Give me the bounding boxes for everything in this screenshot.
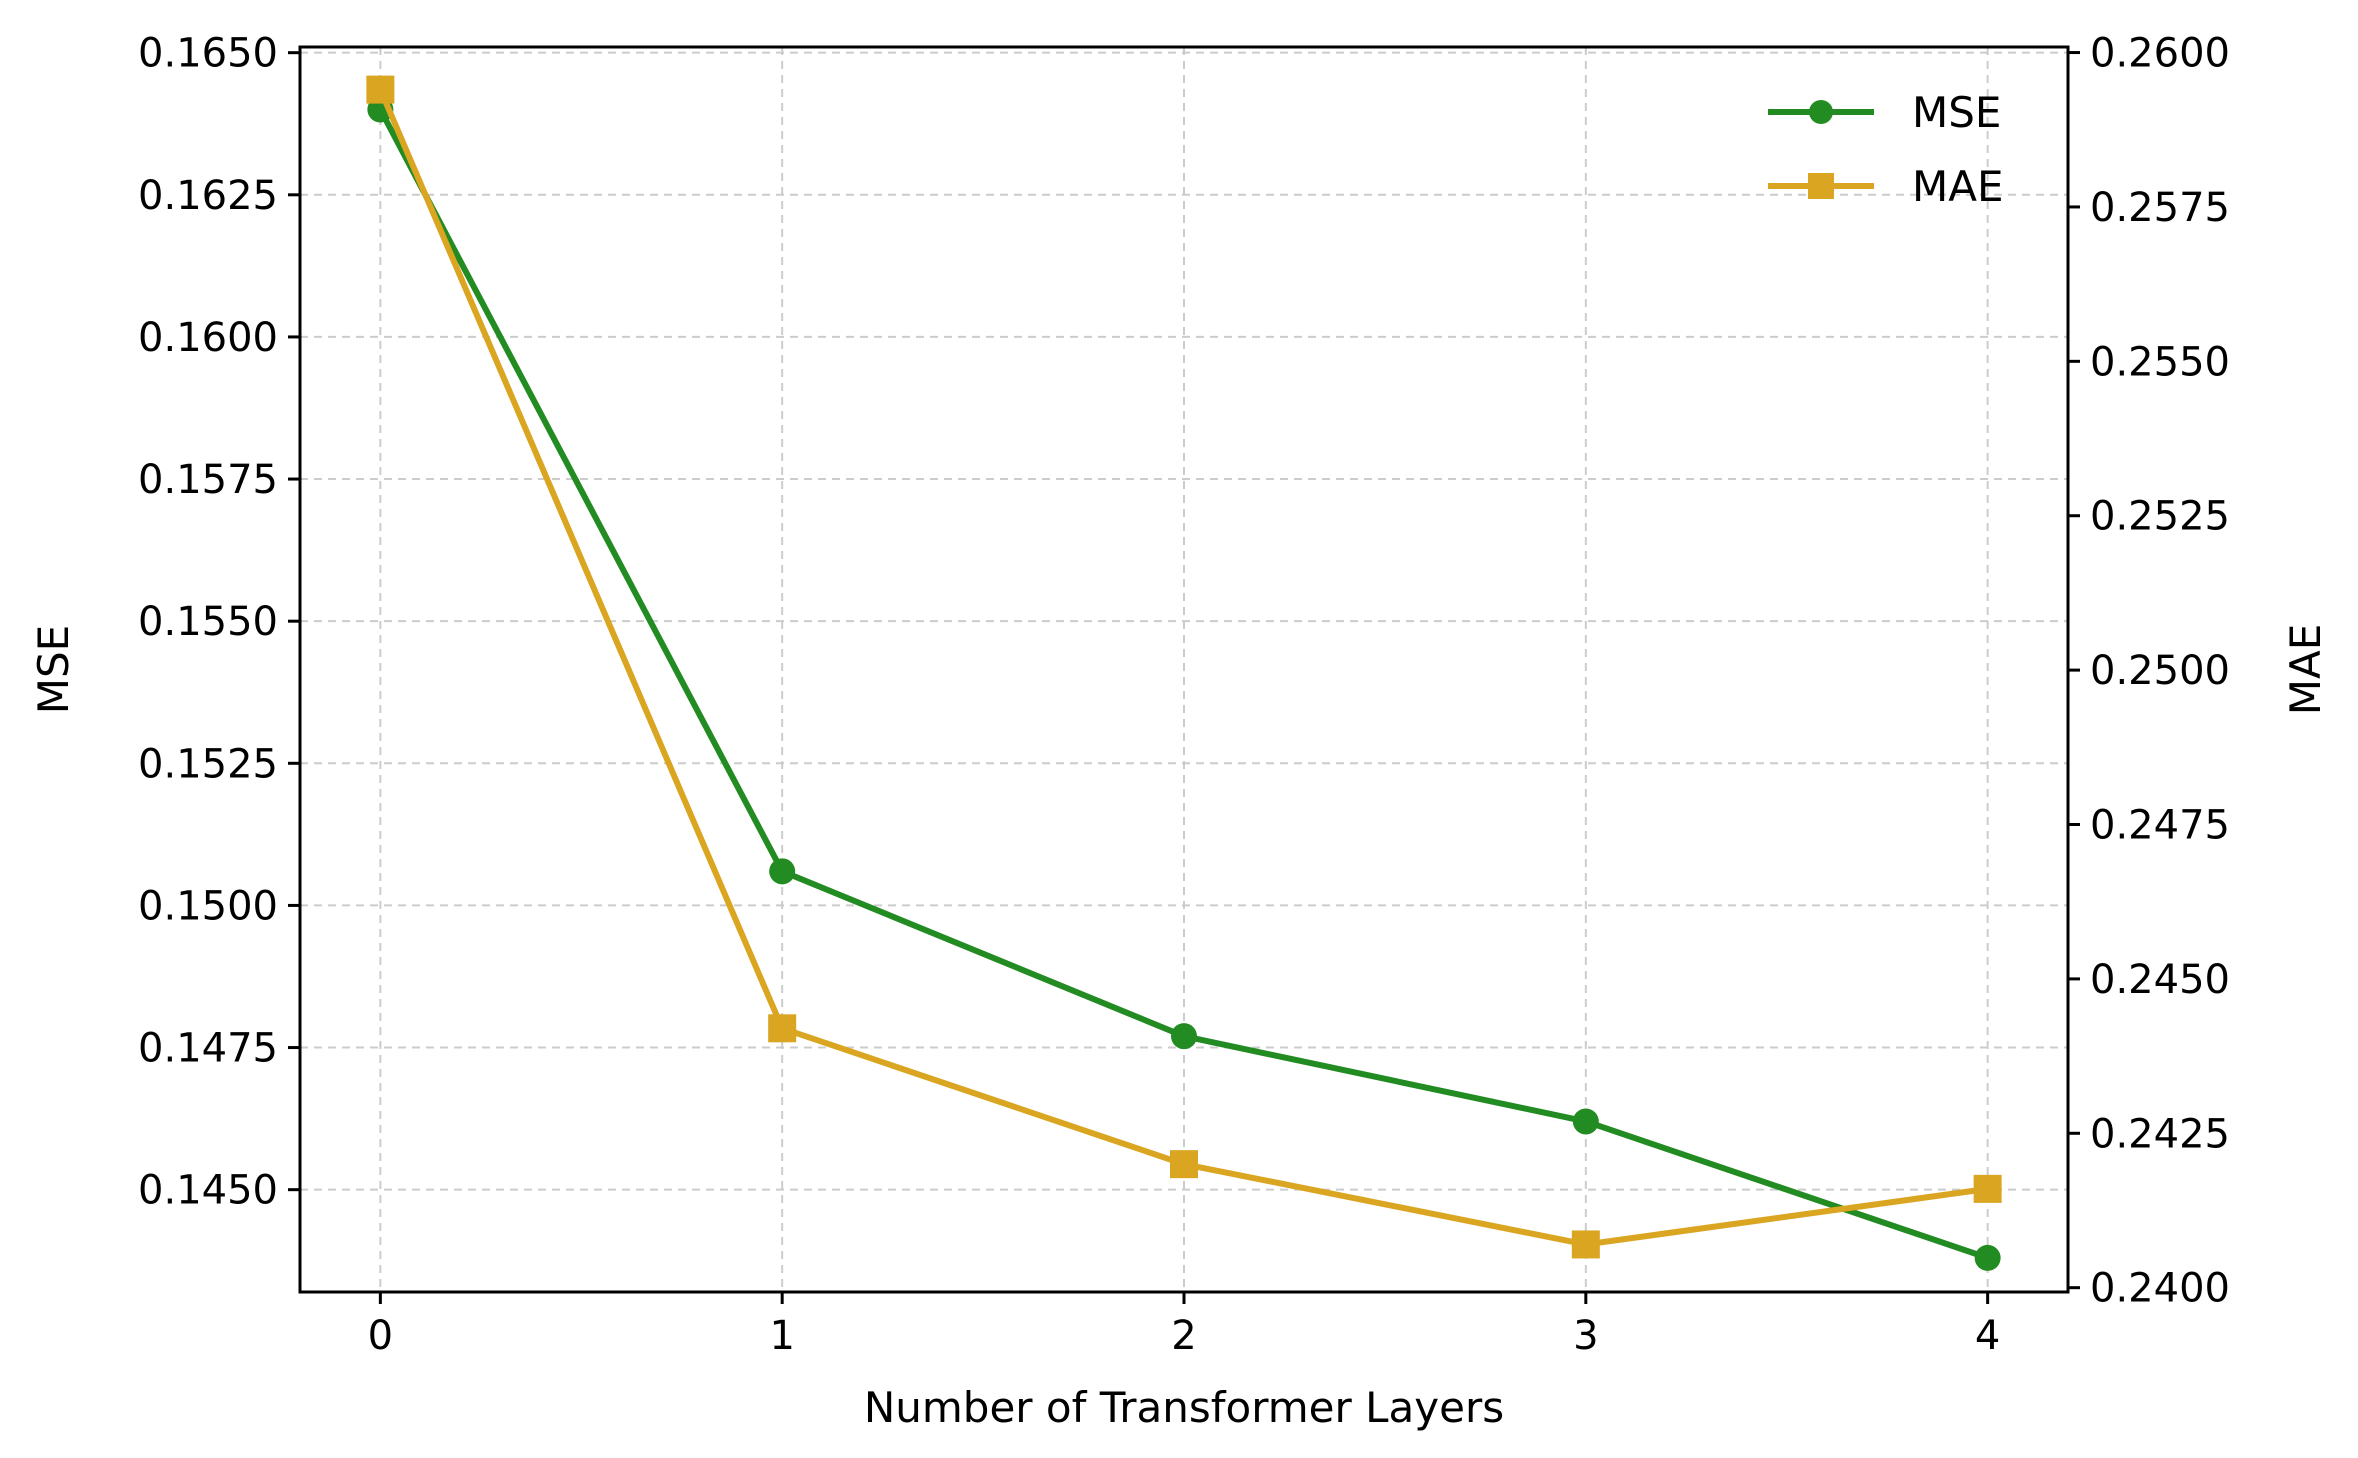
right-y-tick-label: 0.2500: [2090, 648, 2230, 694]
mae-data-point: [366, 75, 395, 104]
left-y-tick-label: 0.1500: [138, 883, 278, 929]
right-y-tick-label: 0.2450: [2090, 957, 2230, 1003]
mae-data-point: [1973, 1174, 2002, 1203]
right-y-tick-label: 0.2475: [2090, 803, 2230, 849]
right-y-axis: 0.2400 0.2425 0.2450 0.2475 0.2500 0.2525 0.25…: [2068, 31, 2230, 1312]
x-tick-label: 1: [769, 1313, 794, 1359]
left-y-axis-title: MSE: [29, 625, 78, 714]
right-y-tick-label: 0.2575: [2090, 185, 2230, 231]
mse-data-point: [1171, 1023, 1197, 1050]
left-y-tick-label: 0.1550: [138, 599, 278, 645]
mae-data-point: [1170, 1150, 1198, 1179]
mae-data-point: [1571, 1230, 1600, 1259]
x-tick-label: 4: [1975, 1313, 2000, 1359]
left-y-tick-label: 0.1600: [138, 315, 278, 361]
legend-mse-marker: [1809, 100, 1833, 124]
legend: MSE MAE: [1768, 88, 2004, 211]
x-axis-title: Number of Transformer Layers: [864, 1383, 1504, 1432]
left-y-axis: 0.1450 0.1475 0.1500 0.1525 0.1550 0.1575 0.16…: [138, 31, 300, 1214]
series-layer: [366, 75, 2002, 1271]
mse-data-point: [769, 858, 796, 885]
right-y-tick-label: 0.2550: [2090, 339, 2230, 385]
left-y-tick-label: 0.1475: [138, 1026, 278, 1072]
left-y-tick-label: 0.1625: [138, 173, 278, 219]
x-axis: 0 1 2 3 4: [368, 1292, 2000, 1359]
legend-mae-label: MAE: [1912, 162, 2004, 211]
left-y-tick-label: 0.1525: [138, 741, 278, 787]
x-tick-label: 0: [368, 1313, 393, 1359]
right-y-tick-label: 0.2525: [2090, 494, 2230, 540]
legend-mse-label: MSE: [1912, 88, 2001, 137]
left-y-tick-label: 0.1450: [138, 1168, 278, 1214]
x-tick-label: 3: [1573, 1313, 1598, 1359]
x-tick-label: 2: [1171, 1313, 1196, 1359]
left-y-tick-label: 0.1650: [138, 31, 278, 77]
right-y-axis-title: MAE: [2281, 624, 2330, 716]
mse-data-point: [1572, 1108, 1599, 1135]
mse-data-point: [1974, 1244, 2001, 1271]
mae-data-point: [768, 1014, 797, 1043]
left-y-tick-label: 0.1575: [138, 457, 278, 503]
right-y-tick-label: 0.2600: [2090, 31, 2230, 77]
grid-lines: [300, 47, 2068, 1292]
right-y-tick-label: 0.2400: [2090, 1266, 2230, 1312]
legend-mae-marker: [1808, 173, 1834, 199]
right-y-tick-label: 0.2425: [2090, 1111, 2230, 1157]
